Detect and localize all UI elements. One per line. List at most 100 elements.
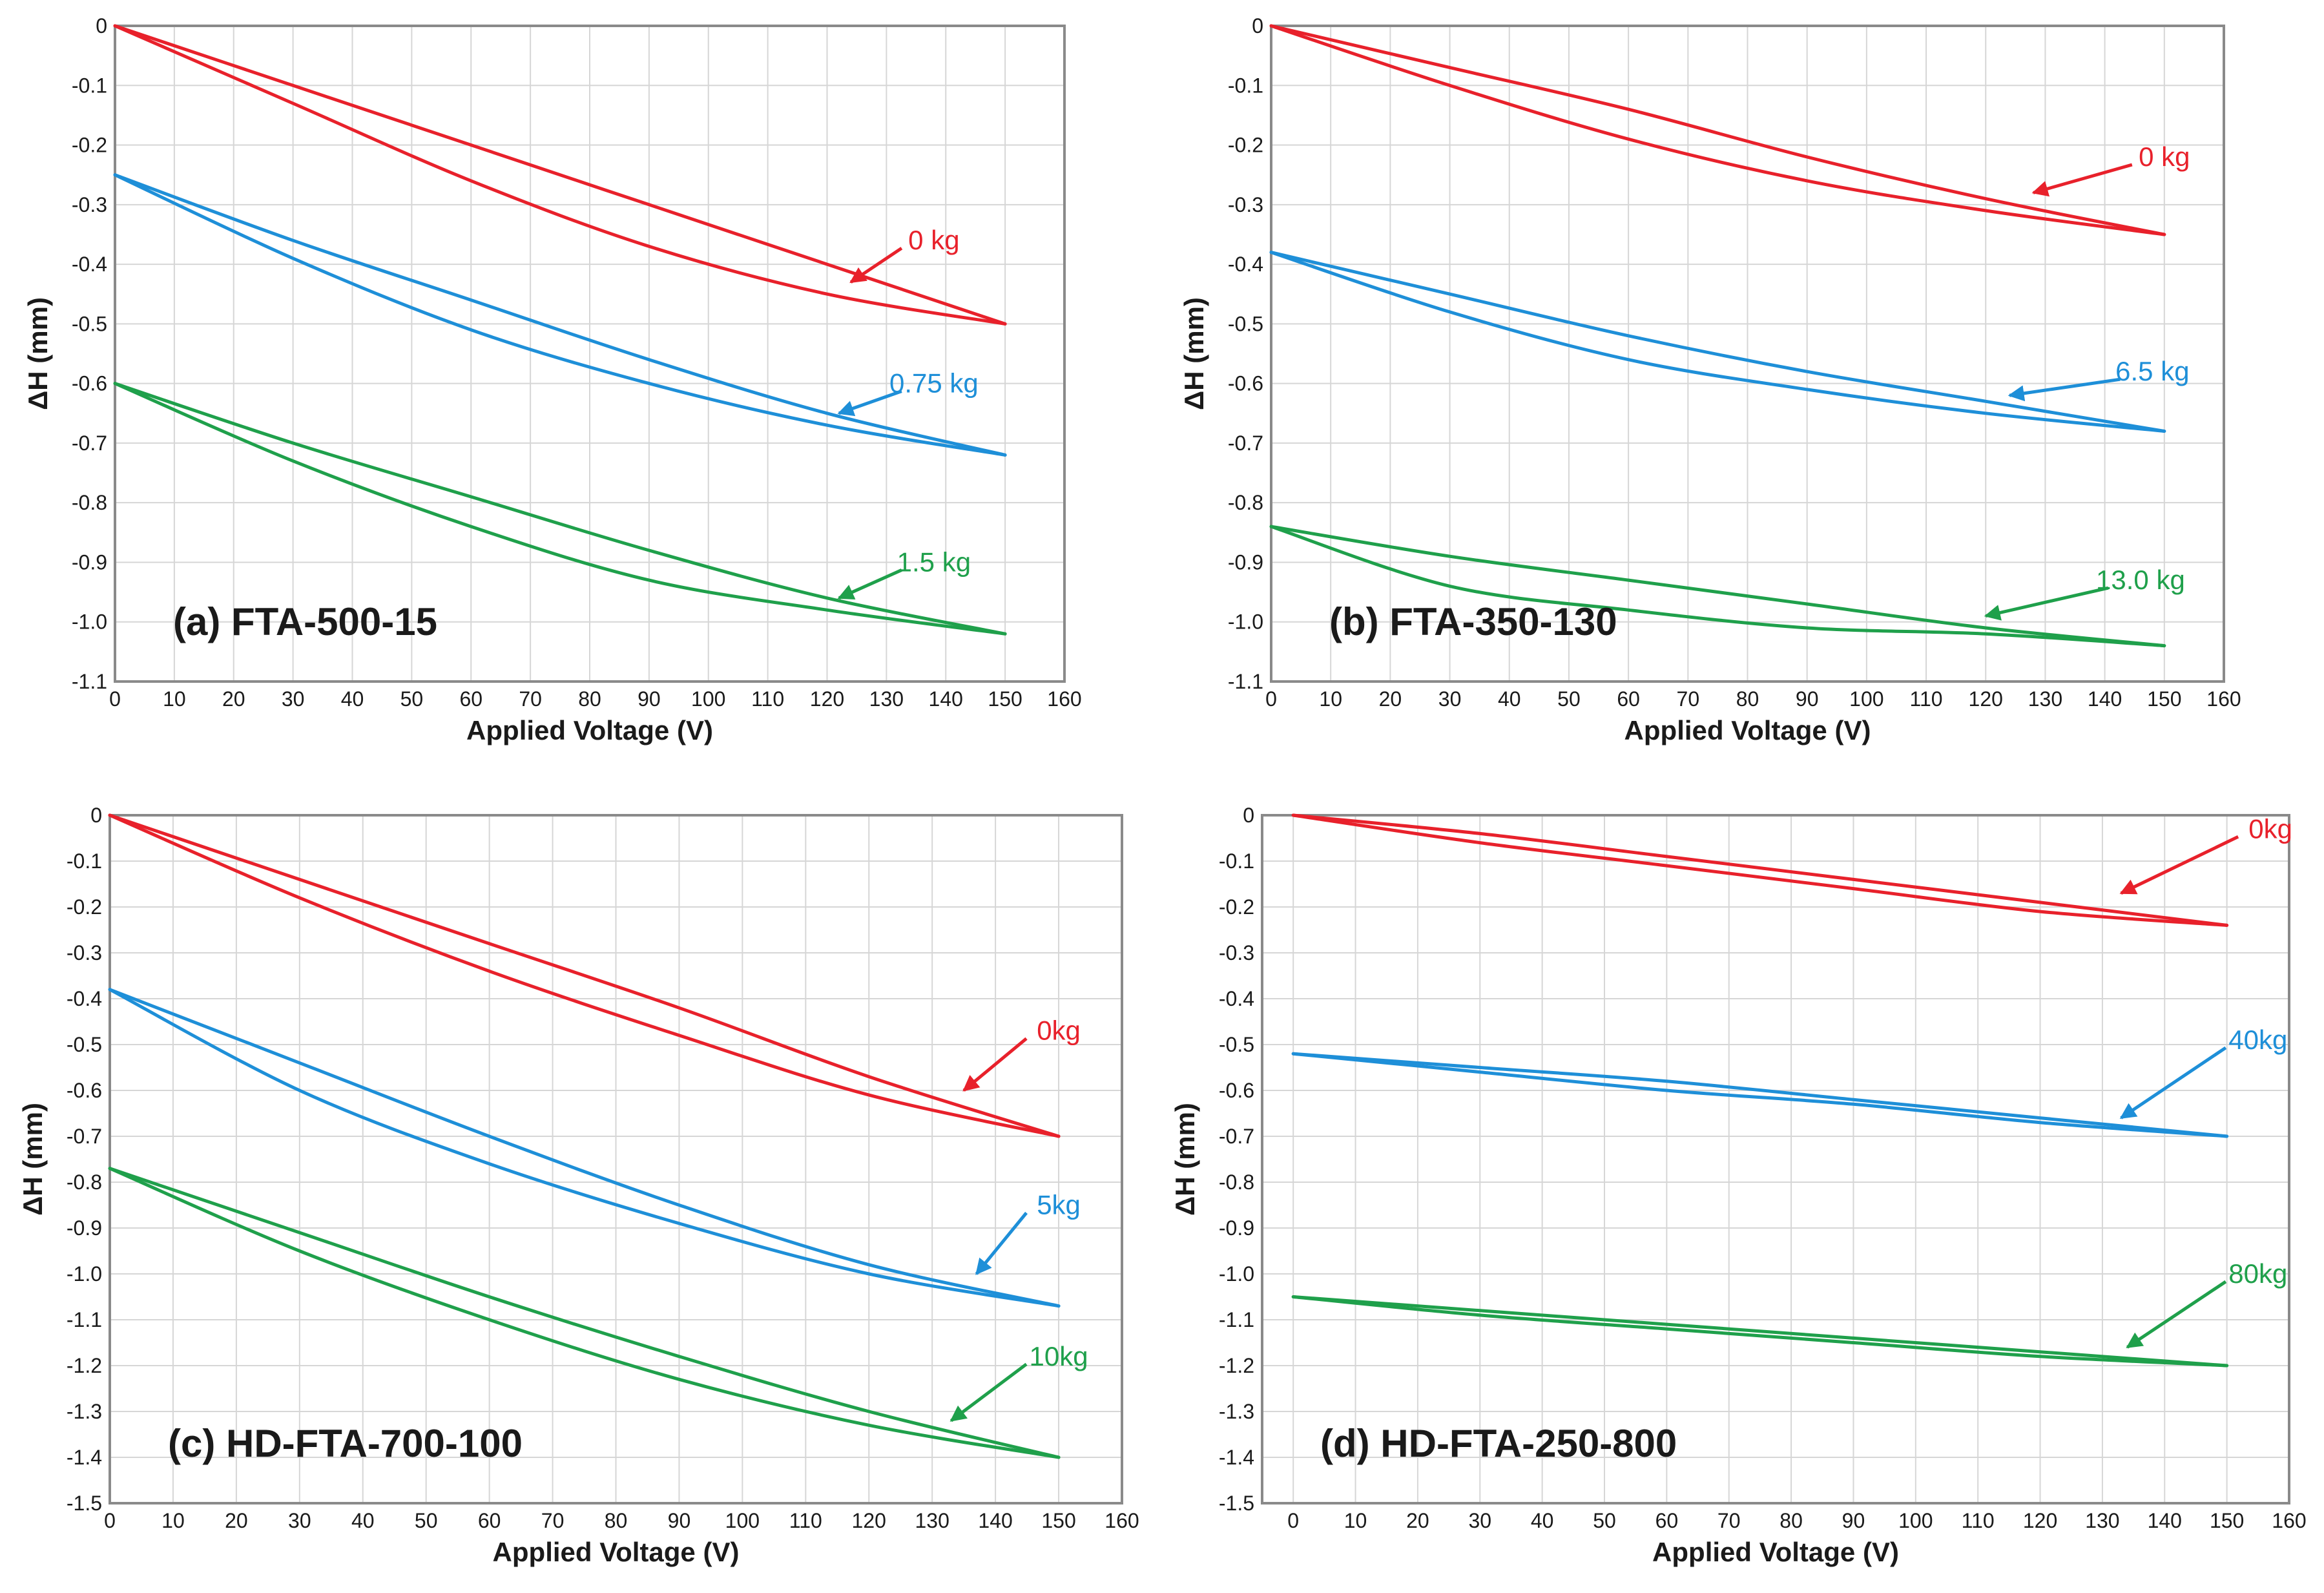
x-tick-label: 50	[400, 687, 424, 711]
series-arrow	[975, 1211, 1028, 1275]
x-tick-label: 0	[104, 1509, 116, 1532]
y-axis-title: ΔH (mm)	[23, 297, 53, 410]
series-arrow	[2119, 835, 2239, 895]
y-tick-label: -1.5	[1219, 1492, 1254, 1515]
x-tick-label: 160	[1105, 1509, 1139, 1532]
x-axis-title: Applied Voltage (V)	[493, 1537, 740, 1567]
series-arrow	[962, 1037, 1028, 1092]
y-tick-label: -0.5	[67, 1033, 102, 1056]
y-tick-label: -0.4	[1228, 253, 1263, 276]
plot-frame	[114, 25, 1066, 683]
y-tick-label: -0.7	[72, 432, 107, 455]
y-axis-title: ΔH (mm)	[17, 1103, 48, 1216]
series-0kg: 0 kg	[113, 24, 1007, 326]
series-label: 5kg	[1037, 1190, 1081, 1220]
y-tick-label: -1.1	[72, 670, 107, 693]
series-label: 10kg	[1030, 1341, 1088, 1371]
series-line-descending	[113, 24, 1007, 326]
series-40kg: 40kg	[1291, 1025, 2287, 1138]
y-tick-label: -0.7	[67, 1125, 102, 1148]
x-tick-label: 120	[2023, 1509, 2057, 1532]
x-tick-label: 90	[638, 687, 661, 711]
x-tick-label: 0	[1287, 1509, 1299, 1532]
x-tick-label: 70	[541, 1509, 565, 1532]
x-tick-label: 150	[2147, 687, 2181, 711]
x-axis-title: Applied Voltage (V)	[1652, 1537, 1899, 1567]
y-tick-label: -0.1	[1228, 74, 1263, 97]
y-tick-label: -1.2	[1219, 1354, 1254, 1377]
y-tick-label: 0	[90, 804, 102, 827]
y-tick-label: -0.4	[67, 987, 102, 1010]
x-tick-label: 140	[2088, 687, 2122, 711]
x-tick-label: 30	[282, 687, 305, 711]
y-tick-label: -1.0	[72, 610, 107, 634]
series-label: 0kg	[2248, 813, 2292, 844]
x-tick-label: 100	[1849, 687, 1883, 711]
x-tick-label: 110	[751, 687, 784, 711]
series-line-ascending	[108, 1167, 1061, 1459]
y-tick-label: -1.1	[1228, 670, 1263, 693]
series-line-descending	[108, 813, 1061, 1138]
y-tick-label: -1.0	[1219, 1262, 1254, 1286]
x-tick-label: 160	[2206, 687, 2241, 711]
x-tick-label: 130	[869, 687, 904, 711]
x-tick-label: 70	[1717, 1509, 1741, 1532]
y-tick-label: -0.5	[72, 312, 107, 335]
series-5kg: 5kg	[108, 988, 1081, 1308]
series-label: 0kg	[1037, 1015, 1081, 1046]
x-tick-label: 0	[1265, 687, 1277, 711]
plot-frame	[109, 814, 1123, 1504]
x-tick-label: 80	[605, 1509, 628, 1532]
series-80kg: 80kg	[1291, 1258, 2287, 1368]
x-tick-label: 10	[161, 1509, 185, 1532]
y-tick-label: -0.1	[72, 74, 107, 97]
y-tick-label: -0.8	[1228, 491, 1263, 514]
panel-title: (a) FTA-500-15	[173, 600, 437, 643]
y-tick-label: -1.2	[67, 1354, 102, 1377]
x-tick-label: 10	[1344, 1509, 1367, 1532]
y-tick-label: -0.9	[67, 1216, 102, 1240]
series-label: 13.0 kg	[2096, 565, 2185, 595]
series-line-descending	[1291, 1052, 2229, 1138]
x-tick-label: 140	[978, 1509, 1012, 1532]
chart-panel-b: 0 10 20 30 40 50 60 70 80 90 100 110 120 130 140 150 160…	[1179, 14, 2241, 745]
x-tick-label: 70	[1677, 687, 1700, 711]
y-tick-label: -0.9	[1219, 1216, 1254, 1240]
x-tick-label: 60	[478, 1509, 501, 1532]
series-label: 0 kg	[908, 225, 959, 255]
y-tick-label: -1.4	[67, 1446, 102, 1469]
x-tick-label: 90	[1796, 687, 1819, 711]
panel-title: (d) HD-FTA-250-800	[1320, 1422, 1677, 1465]
x-tick-label: 10	[163, 687, 186, 711]
series-label: 6.5 kg	[2115, 356, 2189, 386]
series-6-5kg: 6.5 kg	[1269, 251, 2190, 433]
y-tick-label: -1.1	[1219, 1308, 1254, 1331]
y-tick-label: -0.1	[67, 849, 102, 873]
x-tick-label: 150	[988, 687, 1022, 711]
x-tick-label: 30	[288, 1509, 311, 1532]
x-tick-label: 20	[222, 687, 245, 711]
x-tick-label: 30	[1468, 1509, 1491, 1532]
panel-title: (b) FTA-350-130	[1329, 600, 1617, 643]
series-arrow	[2031, 163, 2133, 197]
series-line-ascending	[108, 988, 1061, 1308]
series-line-ascending	[108, 813, 1061, 1138]
y-tick-label: -1.0	[1228, 610, 1263, 634]
series-line-descending	[1269, 525, 2166, 648]
x-tick-label: 150	[2210, 1509, 2244, 1532]
x-tick-label: 10	[1319, 687, 1342, 711]
x-tick-label: 40	[1498, 687, 1521, 711]
x-tick-label: 20	[225, 1509, 248, 1532]
x-axis-title: Applied Voltage (V)	[1624, 715, 1871, 745]
series-line-descending	[1291, 813, 2229, 927]
x-tick-label: 110	[1910, 687, 1943, 711]
series-line-descending	[113, 382, 1007, 636]
series-13-0kg: 13.0 kg	[1269, 525, 2185, 648]
series-line-descending	[108, 1167, 1061, 1459]
series-0kg: 0kg	[1291, 813, 2292, 927]
series-0kg: 0kg	[108, 813, 1081, 1138]
series-line-ascending	[1269, 525, 2166, 648]
x-tick-label: 60	[459, 687, 482, 711]
y-axis-title: ΔH (mm)	[1170, 1103, 1200, 1216]
y-tick-label: -0.8	[72, 491, 107, 514]
